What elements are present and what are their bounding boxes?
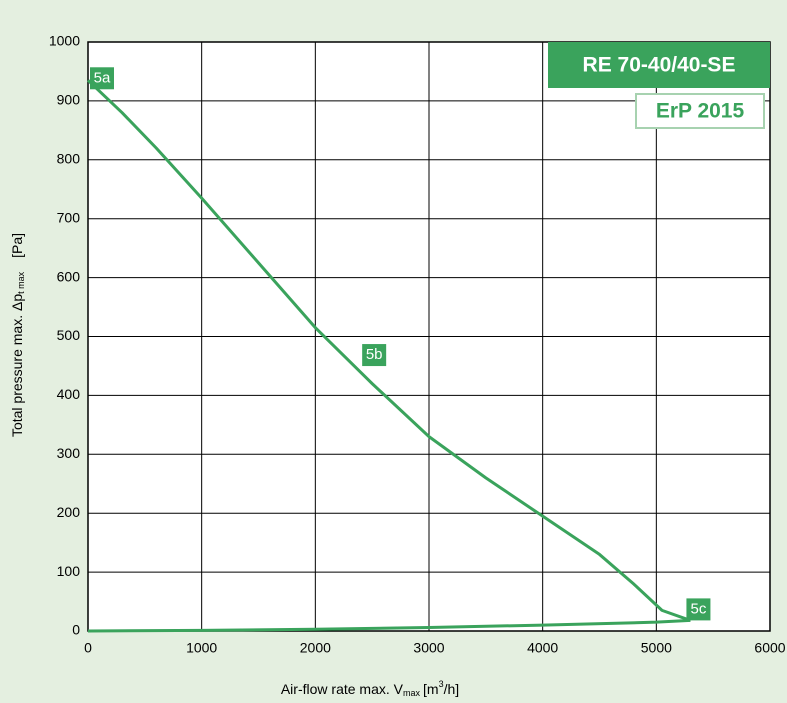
- point-label-box: [90, 67, 114, 90]
- y-tick-label: 200: [57, 504, 81, 520]
- data-line: [86, 79, 691, 622]
- title-badge: [548, 42, 770, 88]
- chart-subtitle: ErP 2015: [656, 100, 745, 123]
- y-tick-label: 100: [57, 563, 81, 579]
- y-axis-label: Total pressure max. Δpt max[Pa]: [9, 233, 27, 437]
- point-label-box: [686, 598, 711, 621]
- chart-title: RE 70-40/40-SE: [583, 54, 736, 77]
- point-label: 5c: [691, 600, 707, 617]
- y-tick-label: 800: [57, 151, 81, 167]
- x-tick-label: 6000: [754, 640, 785, 656]
- x-tick-label: 4000: [527, 640, 558, 656]
- x-axis-label: Air-flow rate max. Vmax [m3/h]: [281, 679, 459, 698]
- y-tick-label: 0: [72, 622, 80, 638]
- y-tick-label: 400: [57, 386, 81, 402]
- point-label: 5a: [94, 69, 111, 86]
- x-tick-label: 1000: [186, 640, 217, 656]
- y-tick-label: 500: [57, 327, 81, 343]
- point-label-box: [362, 344, 387, 367]
- plot-frame: [87, 41, 771, 632]
- point-label: 5b: [366, 346, 383, 363]
- y-tick-label: 1000: [49, 33, 80, 49]
- x-tick-label: 0: [84, 640, 92, 656]
- y-tick-label: 700: [57, 209, 81, 225]
- subtitle-badge: [635, 93, 765, 129]
- x-tick-label: 5000: [641, 640, 672, 656]
- x-tick-label: 3000: [413, 640, 444, 656]
- x-tick-label: 2000: [300, 640, 331, 656]
- y-tick-label: 600: [57, 268, 81, 284]
- data-line: [87, 618, 691, 633]
- y-tick-label: 900: [57, 92, 81, 108]
- y-tick-label: 300: [57, 445, 81, 461]
